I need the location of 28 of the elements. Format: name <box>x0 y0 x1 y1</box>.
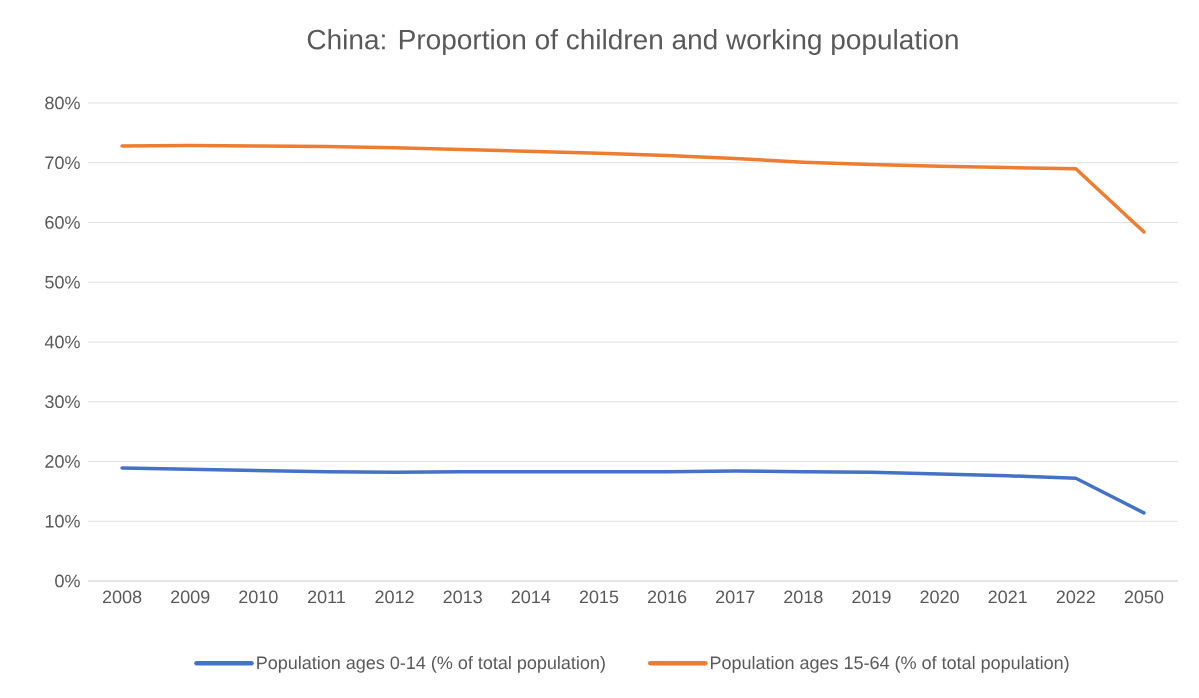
y-tick-label: 20% <box>45 455 80 468</box>
y-tick-label: 60% <box>45 216 80 229</box>
x-tick-label: 2017 <box>716 590 755 604</box>
y-tick-label: 10% <box>45 514 80 528</box>
x-tick-label: 2022 <box>1056 590 1095 604</box>
legend-label: Population ages 0-14 (% of total population) <box>257 655 605 673</box>
x-tick-label: 2018 <box>784 590 823 604</box>
y-tick-label: 50% <box>45 275 80 289</box>
chart-title: China: Proportion of children and working population <box>307 28 958 56</box>
x-tick-label: 2013 <box>443 590 482 604</box>
legend-label: Population ages 15-64 (% of total population) <box>710 655 1069 673</box>
x-tick-label: 2016 <box>647 590 687 604</box>
x-tick-label: 2021 <box>988 590 1027 604</box>
x-tick-label: 2014 <box>511 590 551 604</box>
x-tick-label: 2019 <box>852 590 891 604</box>
x-tick-label: 2011 <box>308 590 345 604</box>
x-tick-label: 2050 <box>1124 590 1164 604</box>
y-tick-label: 0% <box>55 574 80 588</box>
y-tick-label: 30% <box>45 395 80 409</box>
x-tick-label: 2008 <box>102 590 142 604</box>
x-tick-label: 2010 <box>239 590 278 604</box>
x-tick-label: 2020 <box>920 590 959 604</box>
y-tick-label: 70% <box>45 156 80 170</box>
x-tick-label: 2015 <box>579 590 619 604</box>
y-tick-label: 80% <box>45 96 80 110</box>
x-tick-label: 2012 <box>375 590 414 604</box>
x-tick-label: 2009 <box>171 590 210 604</box>
y-tick-label: 40% <box>44 335 80 349</box>
